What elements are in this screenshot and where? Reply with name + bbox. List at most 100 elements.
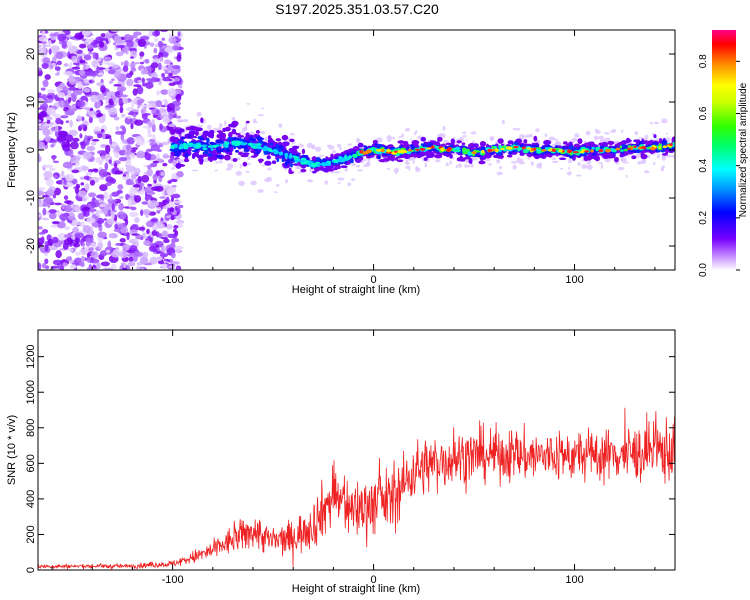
core-blob [215, 139, 223, 144]
noise-blob [89, 258, 100, 264]
noise-blob [146, 168, 153, 177]
noise-blob [111, 192, 119, 197]
noise-blob [160, 112, 166, 116]
noise-blob [108, 80, 113, 84]
halo-blob [393, 167, 400, 173]
halo-blob [311, 144, 316, 150]
halo-blob [259, 130, 266, 135]
noise-blob [133, 31, 142, 36]
halo-blob [457, 163, 463, 168]
ridge-blob [265, 146, 269, 151]
noise-blob [177, 31, 181, 37]
noise-blob [132, 255, 138, 263]
spectrogram-data [38, 30, 675, 270]
noise-blob [111, 78, 115, 82]
ridge-blob [463, 151, 468, 155]
noise-blob [55, 117, 62, 125]
ridge-blob [623, 148, 628, 152]
noise-blob [167, 233, 177, 239]
noise-blob [171, 193, 181, 199]
band-blob [437, 136, 443, 142]
noise-blob [94, 126, 101, 132]
noise-blob [148, 30, 153, 35]
noise-blob [153, 222, 157, 230]
hotspot-blob [446, 148, 451, 153]
noise-blob [81, 206, 91, 211]
halo-blob [577, 162, 582, 166]
noise-blob [115, 145, 120, 153]
noise-blob [70, 92, 77, 101]
halo-blob [267, 167, 272, 171]
noise-blob [125, 73, 132, 79]
noise-blob [40, 103, 49, 110]
noise-blob [82, 225, 91, 233]
halo-blob [351, 162, 356, 167]
noise-blob [96, 262, 101, 270]
noise-blob [43, 197, 54, 204]
noise-blob [38, 187, 46, 191]
band-blob [245, 120, 250, 124]
halo-blob [516, 158, 524, 163]
band-blob [456, 140, 462, 144]
core-blob [184, 152, 189, 158]
noise-blob [136, 105, 141, 109]
noise-blob [141, 77, 145, 84]
noise-blob [141, 82, 147, 87]
ridge-blob [323, 163, 329, 167]
noise-blob [118, 196, 124, 199]
band-blob [185, 126, 193, 131]
halo-blob [620, 157, 625, 161]
ridge-blob [256, 144, 262, 150]
noise-blob [59, 99, 65, 109]
noise-blob [157, 40, 164, 48]
ridge-blob [298, 159, 301, 163]
band-blob [200, 117, 204, 124]
noise-blob [97, 231, 107, 239]
noise-blob [156, 256, 163, 262]
noise-blob [60, 115, 69, 119]
band-blob [397, 140, 405, 144]
core-blob [263, 151, 268, 155]
noise-blob [167, 64, 175, 72]
noise-blob [50, 224, 58, 228]
noise-blob [91, 60, 99, 68]
noise-blob [109, 137, 113, 145]
halo-blob [231, 116, 236, 121]
core-blob [199, 137, 205, 141]
ridge-blob [346, 156, 350, 160]
noise-blob [136, 265, 141, 270]
band-blob [478, 160, 486, 165]
band-blob [507, 140, 514, 145]
noise-blob [158, 52, 164, 59]
noise-blob [139, 256, 149, 265]
halo-blob [496, 171, 503, 176]
halo-blob [600, 163, 604, 169]
noise-blob [159, 123, 163, 131]
noise-blob [81, 166, 90, 171]
core-blob [508, 151, 513, 155]
halo-blob [462, 135, 467, 138]
noise-blob [146, 228, 150, 235]
noise-blob [46, 178, 54, 187]
halo-blob [357, 169, 363, 172]
core-blob [243, 145, 248, 150]
ridge-blob [252, 146, 258, 149]
halo-blob [567, 158, 573, 164]
halo-blob [324, 180, 329, 185]
band-blob [193, 135, 197, 139]
noise-blob [127, 47, 138, 51]
hotspot-blob [366, 149, 372, 154]
ridge-blob [183, 144, 189, 150]
noise-blob [91, 138, 100, 142]
noise-blob [102, 56, 112, 62]
noise-blob [96, 112, 104, 117]
noise-blob [162, 155, 172, 158]
hotspot-blob [521, 146, 526, 150]
ridge-blob [381, 147, 385, 150]
noise-blob [38, 262, 42, 270]
noise-blob [78, 43, 87, 49]
noise-blob [86, 145, 96, 151]
noise-blob [82, 87, 91, 93]
core-blob [290, 162, 293, 168]
halo-blob [266, 176, 273, 182]
